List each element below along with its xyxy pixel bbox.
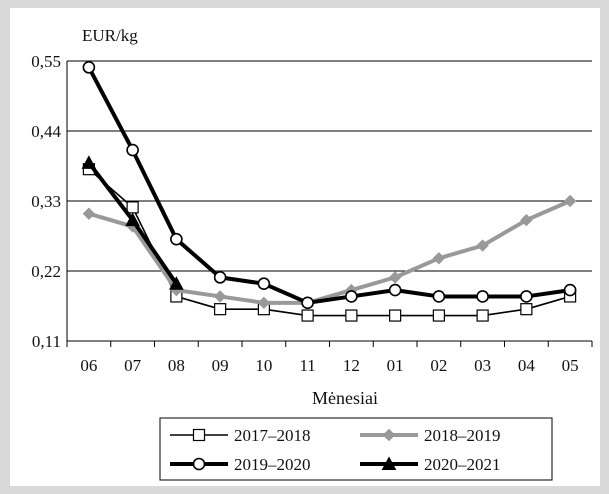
- legend-marker: [192, 428, 206, 442]
- data-point: [169, 276, 184, 290]
- data-point: [82, 207, 96, 220]
- x-tick-label: 08: [168, 356, 185, 375]
- x-axis: 06 07 08 09 10 11 12 01 02 03 04 05: [66, 61, 593, 375]
- y-tick-label: 0,11: [32, 332, 61, 351]
- data-point: [476, 290, 489, 303]
- series-line: [88, 168, 571, 317]
- x-tick-label: 12: [343, 356, 360, 375]
- data-point: [388, 271, 402, 284]
- data-point: [257, 277, 271, 291]
- legend: 2017–2018 2018–2019 2019–2020 2020–2021: [159, 417, 553, 481]
- data-point: [432, 290, 446, 303]
- x-tick-label: 07: [124, 356, 142, 375]
- x-tick-label: 06: [80, 356, 97, 375]
- legend-label: 2018–2019: [424, 426, 501, 445]
- data-point: [563, 194, 577, 208]
- data-point: [214, 303, 227, 316]
- data-point: [432, 252, 446, 265]
- x-axis-label: Mėnesiai: [312, 388, 378, 408]
- series-2: [82, 194, 577, 310]
- y-tick-label: 0,44: [31, 122, 61, 141]
- series-line: [88, 199, 571, 305]
- data-point: [389, 309, 402, 322]
- x-tick-label: 04: [518, 356, 536, 375]
- data-point: [345, 290, 358, 303]
- legend-item: 2019–2020: [170, 455, 311, 474]
- data-point: [125, 212, 140, 227]
- data-point: [520, 303, 533, 316]
- legend-marker: [382, 428, 396, 442]
- line-chart: 0,110,220,330,440,55 06 07 08 09 10 11 12 01 02 0…: [31, 26, 593, 481]
- y-tick-label: 0,55: [31, 52, 61, 71]
- chart-frame: 0,11 0,22 0,33 0,44 0,55 06 07 08 09 10 11 12 01 02 0…: [10, 8, 600, 486]
- y-tick-labels: 0,11 0,22 0,33 0,44 0,55: [31, 52, 61, 351]
- x-tick-label: 05: [562, 356, 579, 375]
- legend-marker: [381, 456, 397, 470]
- data-point: [388, 283, 402, 297]
- data-point: [520, 213, 533, 227]
- legend-item: 2017–2018: [170, 426, 311, 445]
- legend-box: [159, 417, 553, 481]
- data-point: [301, 296, 314, 310]
- data-point: [213, 271, 227, 284]
- x-tick-label: 02: [430, 356, 447, 375]
- data-point: [432, 309, 445, 322]
- legend-label: 2019–2020: [234, 455, 311, 474]
- data-point: [213, 290, 227, 303]
- x-tick-label: 10: [255, 356, 272, 375]
- series-4: [81, 155, 184, 290]
- data-series: [81, 61, 577, 322]
- data-point: [476, 239, 489, 252]
- legend-marker: [192, 457, 206, 471]
- legend-item: 2020–2021: [360, 455, 501, 474]
- x-tick-label: 09: [212, 356, 229, 375]
- data-point: [170, 232, 183, 246]
- y-tick-label: 0,22: [31, 262, 61, 281]
- series-3: [82, 61, 577, 310]
- x-tick-label: 03: [474, 356, 491, 375]
- data-point: [563, 283, 577, 297]
- data-point: [82, 61, 96, 74]
- series-line: [87, 66, 571, 305]
- data-point: [301, 309, 314, 322]
- data-point: [520, 290, 533, 303]
- data-point: [81, 155, 97, 169]
- legend-label: 2020–2021: [424, 455, 501, 474]
- x-tick-label: 11: [299, 356, 315, 375]
- x-tick-label: 01: [387, 356, 404, 375]
- legend-item: 2018–2019: [360, 426, 501, 445]
- y-tick-label: 0,33: [31, 192, 61, 211]
- data-point: [126, 201, 139, 214]
- data-point: [257, 296, 271, 310]
- data-point: [126, 143, 139, 157]
- legend-label: 2017–2018: [234, 426, 311, 445]
- data-point: [476, 309, 489, 322]
- data-point: [345, 309, 358, 322]
- y-axis-label: EUR/kg: [82, 26, 138, 45]
